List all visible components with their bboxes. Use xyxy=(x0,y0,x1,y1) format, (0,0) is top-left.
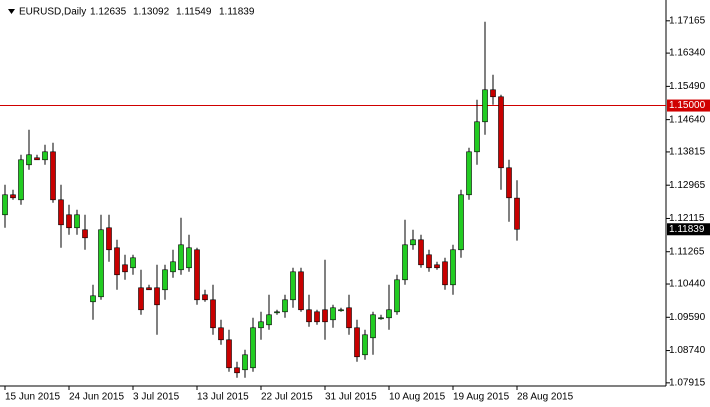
candle-body xyxy=(474,121,480,153)
y-tick-label: 1.13815 xyxy=(669,147,706,158)
candle-body xyxy=(18,159,24,201)
candle-body xyxy=(490,89,496,98)
candle-body xyxy=(450,249,456,286)
candle-body xyxy=(506,167,512,199)
candle-body xyxy=(106,227,112,251)
candle-body xyxy=(218,327,224,341)
candle-body xyxy=(26,154,32,166)
candle-body xyxy=(146,287,152,291)
x-tick-label: 22 Jul 2015 xyxy=(261,392,313,403)
candle-body xyxy=(314,311,320,323)
candle-body xyxy=(66,214,72,229)
y-tick-label: 1.17165 xyxy=(669,15,706,26)
candle-body xyxy=(10,194,16,199)
x-tick-label: 24 Jun 2015 xyxy=(69,392,124,403)
candle-body xyxy=(386,309,392,319)
y-tick-label: 1.11265 xyxy=(669,246,705,257)
candle-body xyxy=(426,254,432,269)
candle-body xyxy=(498,96,504,169)
candle-body xyxy=(514,197,520,230)
candle-body xyxy=(154,287,160,306)
last-close: 1.11839 xyxy=(219,7,255,18)
candle-body xyxy=(434,264,440,269)
candle-body xyxy=(394,279,400,313)
candle-body xyxy=(458,194,464,251)
candle-body xyxy=(442,261,448,286)
candle-body xyxy=(82,229,88,239)
candle-body xyxy=(2,194,8,216)
y-tick-label: 1.14640 xyxy=(669,114,706,125)
candle-body xyxy=(90,295,96,303)
candle-body xyxy=(226,339,232,369)
candle-body xyxy=(42,151,48,161)
candle-body xyxy=(410,239,416,246)
candle-body xyxy=(306,309,312,323)
y-tick-label: 1.09590 xyxy=(669,312,706,323)
candle-body xyxy=(282,299,288,313)
candle-body xyxy=(290,271,296,301)
candle-body xyxy=(210,299,216,329)
last-price-label: 1.11839 xyxy=(669,224,705,235)
candle-body xyxy=(74,214,80,229)
candle-body xyxy=(130,257,136,269)
candle-body xyxy=(378,317,384,320)
candle-body xyxy=(298,271,304,311)
y-tick-label: 1.15490 xyxy=(669,81,706,92)
candle-body xyxy=(114,247,120,276)
candle-body xyxy=(266,314,272,326)
x-tick-label: 28 Aug 2015 xyxy=(517,392,574,403)
x-tick-label: 10 Aug 2015 xyxy=(389,392,446,403)
menu-arrow[interactable] xyxy=(8,9,15,14)
candle-body xyxy=(58,199,64,226)
y-tick-label: 1.12965 xyxy=(669,180,706,191)
candle-body xyxy=(402,244,408,281)
candle-body xyxy=(418,239,424,266)
candle-body xyxy=(234,367,240,374)
candle-body xyxy=(482,89,488,123)
candle-body xyxy=(186,247,192,269)
candle-body xyxy=(330,307,336,321)
candle-body xyxy=(370,314,376,339)
candle-body xyxy=(242,354,248,371)
x-tick-label: 31 Jul 2015 xyxy=(325,392,377,403)
candle-body xyxy=(346,307,352,329)
candle-body xyxy=(354,327,360,358)
y-tick-label: 1.07915 xyxy=(669,377,706,388)
last-open: 1.12635 xyxy=(90,7,127,18)
chart-title: EURUSD,Daily xyxy=(19,7,86,18)
candle-body xyxy=(50,151,56,201)
level-label-box xyxy=(667,99,710,112)
last-price-box xyxy=(667,223,710,236)
x-tick-label: 13 Jul 2015 xyxy=(197,392,249,403)
last-low: 1.11549 xyxy=(176,7,212,18)
x-tick-label: 15 Jun 2015 xyxy=(5,392,60,403)
x-tick-label: 19 Aug 2015 xyxy=(453,392,510,403)
candle-body xyxy=(194,249,200,301)
y-tick-label: 1.12115 xyxy=(669,213,705,224)
candle-body xyxy=(98,229,104,298)
candle-body xyxy=(202,294,208,301)
candle-body xyxy=(138,287,144,311)
candle-body xyxy=(34,157,40,161)
candle-body xyxy=(178,244,184,271)
y-tick-label: 1.10440 xyxy=(669,279,706,290)
candle-body xyxy=(122,264,128,273)
candle-body xyxy=(170,261,176,273)
candle-body xyxy=(250,327,256,369)
candle-body xyxy=(338,309,344,312)
candle-body xyxy=(258,321,264,329)
candle-body xyxy=(162,269,168,291)
y-tick-label: 1.08740 xyxy=(669,345,706,356)
level-label: 1.15000 xyxy=(669,100,706,111)
y-tick-label: 1.16340 xyxy=(669,48,706,59)
candle-body xyxy=(362,334,368,356)
last-high: 1.13092 xyxy=(133,7,170,18)
x-tick-label: 3 Jul 2015 xyxy=(133,392,180,403)
candle-body xyxy=(274,311,280,314)
candle-body xyxy=(466,151,472,196)
candle-body xyxy=(322,309,328,323)
